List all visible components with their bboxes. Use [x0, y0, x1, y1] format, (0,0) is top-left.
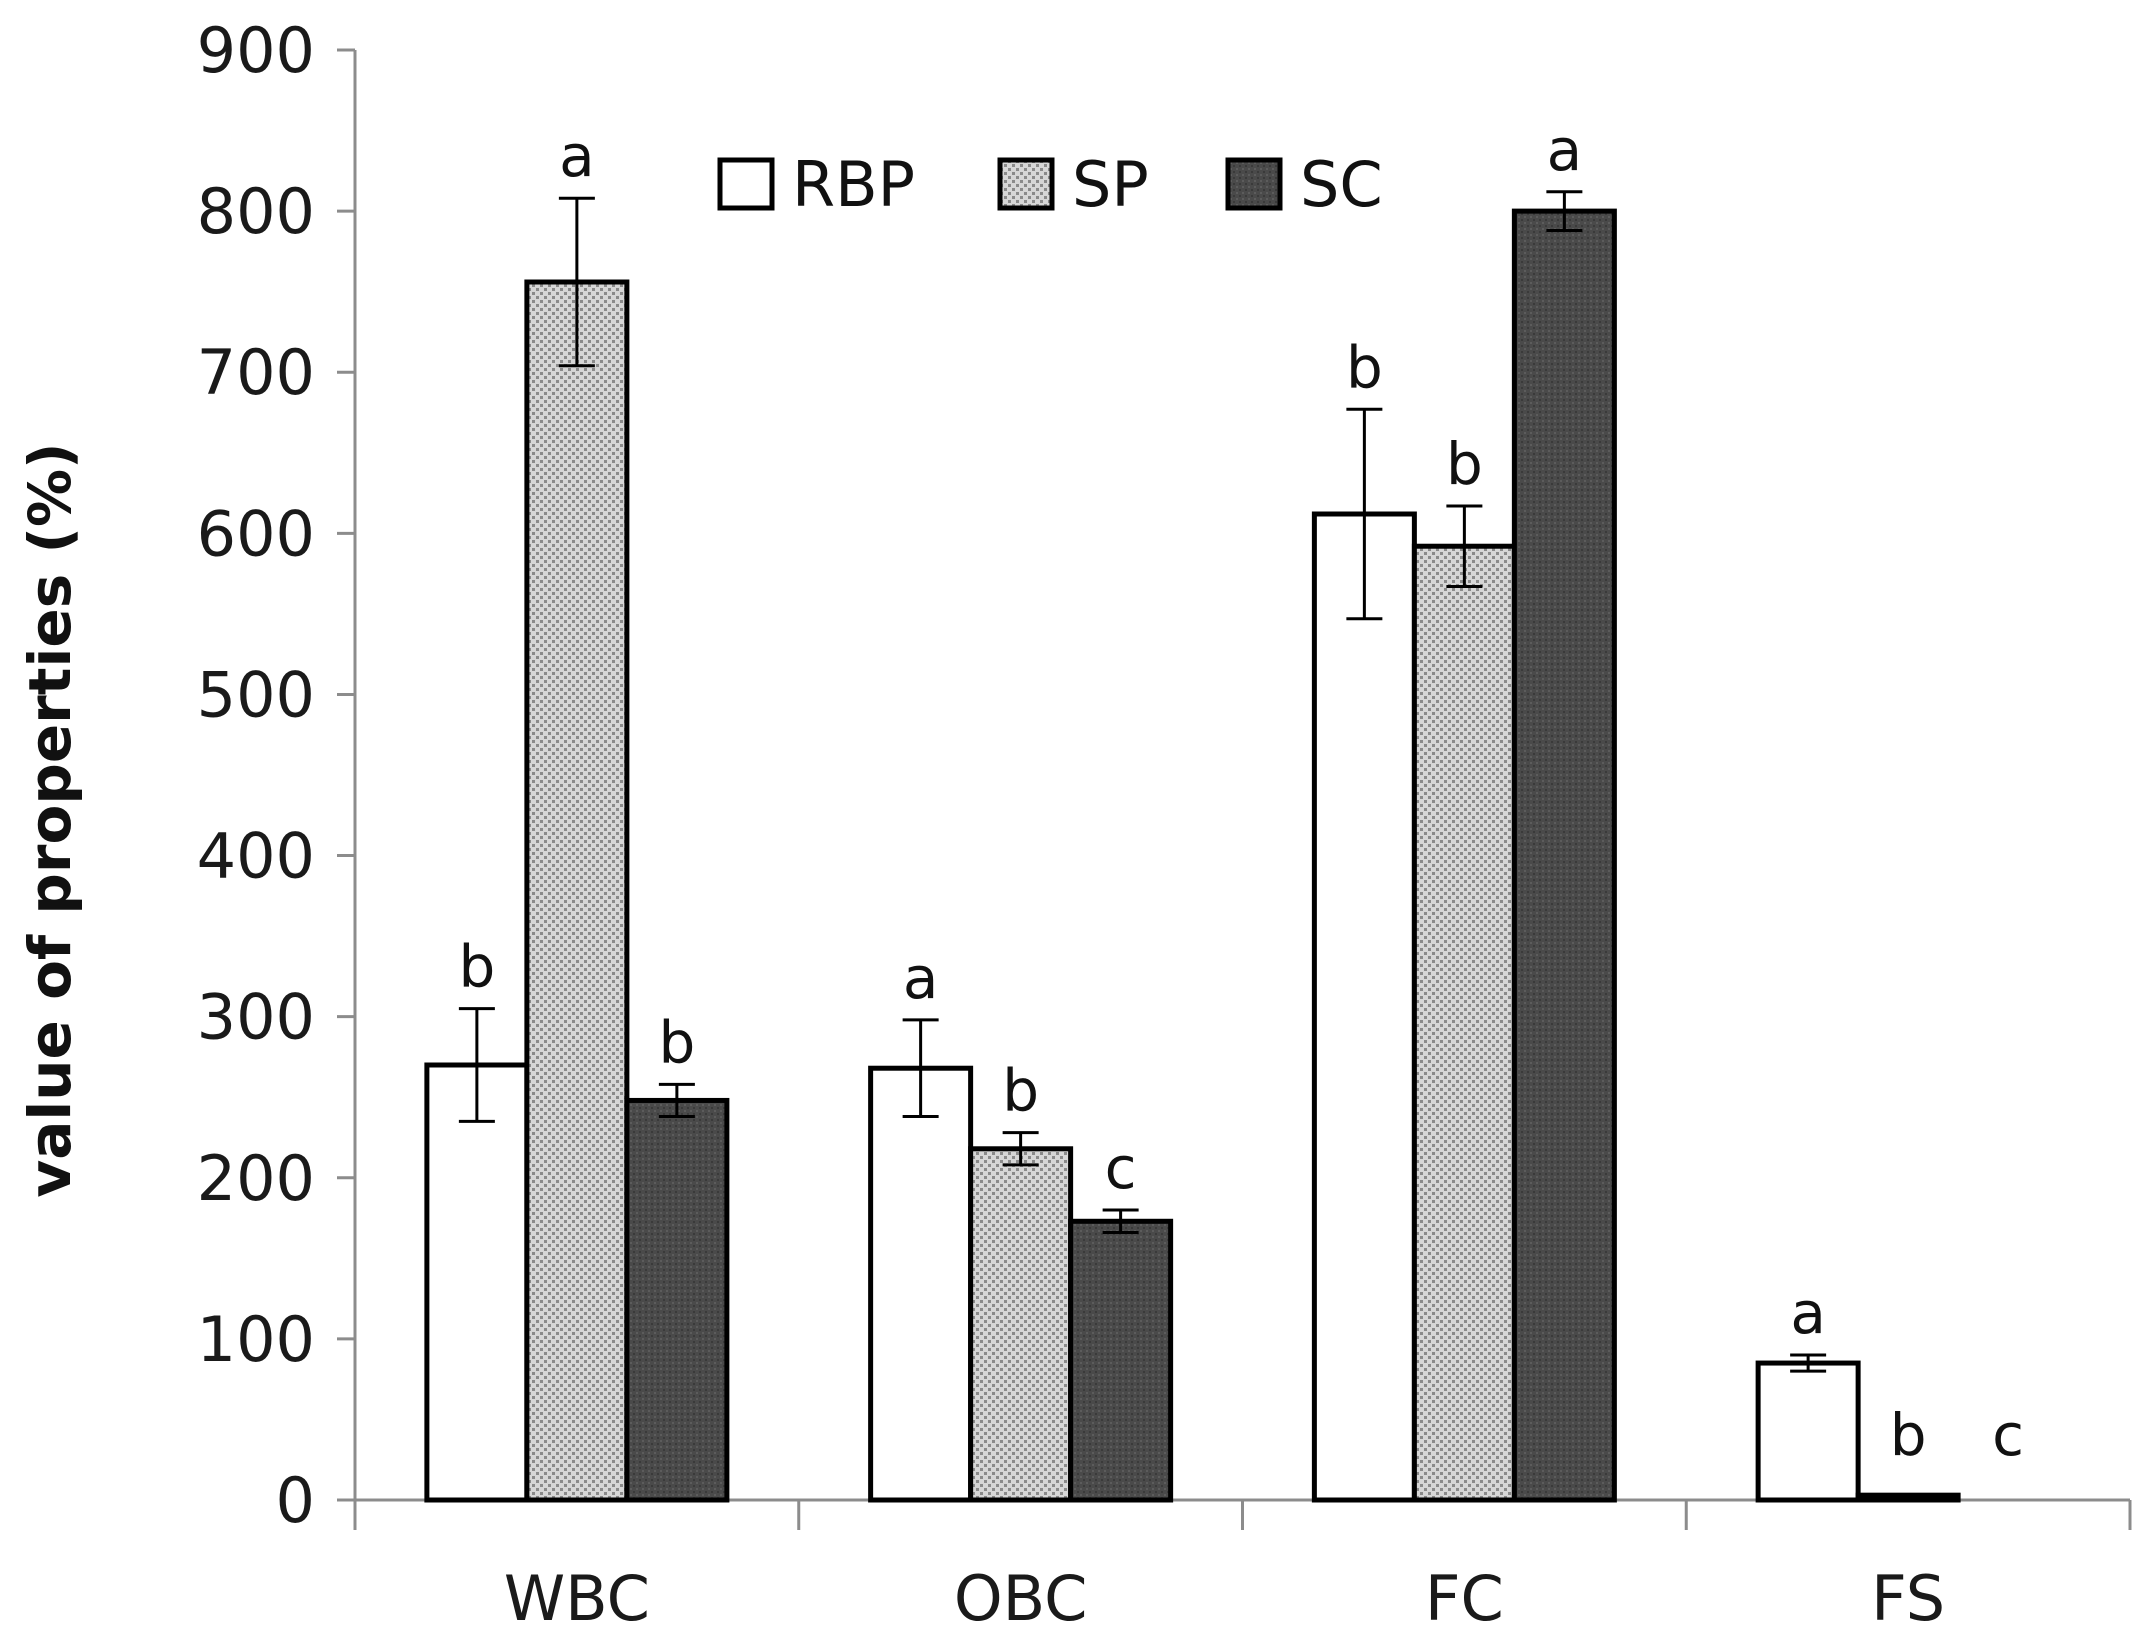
y-axis-title: value of properties (%): [16, 442, 84, 1197]
legend-label-sp: SP: [1072, 148, 1149, 221]
y-ticks: 0 100 200 300 400 500 600 700 800 900: [197, 14, 355, 1537]
bar-rbp-wbc: [424, 1062, 530, 1503]
bar-sp-wbc: [524, 279, 630, 1503]
bar-sc-wbc: [624, 1097, 730, 1503]
significance-label-sp-fc: b: [1446, 430, 1483, 498]
y-tick-label: 200: [197, 1142, 315, 1215]
legend-swatch-sp: [997, 157, 1055, 211]
bar-rbp-fc: [1311, 511, 1417, 1503]
legend-label-rbp: RBP: [792, 148, 915, 221]
category-label-fs: FS: [1871, 1562, 1945, 1635]
significance-label-rbp-obc: a: [903, 944, 939, 1012]
category-label-obc: OBC: [954, 1562, 1088, 1635]
y-tick-label: 100: [197, 1303, 315, 1376]
significance-label-rbp-fc: b: [1346, 333, 1383, 401]
significance-label-sp-wbc: a: [559, 122, 595, 190]
x-ticks: [353, 1500, 2132, 1530]
legend-label-sc: SC: [1300, 148, 1383, 221]
significance-label-sc-fs: c: [1992, 1401, 2024, 1469]
y-tick-label: 500: [197, 658, 315, 731]
bar-sc-obc: [1068, 1218, 1174, 1503]
y-tick-label: 300: [197, 981, 315, 1054]
bar-sp-obc: [968, 1146, 1074, 1503]
legend-swatch-rbp: [717, 157, 775, 211]
y-tick-label: 800: [197, 175, 315, 248]
bar-sp-fs: [1855, 1492, 1961, 1503]
category-labels: WBC OBC FC FS: [504, 1562, 1945, 1635]
significance-label-sc-wbc: b: [658, 1008, 695, 1076]
significance-label-sc-obc: c: [1105, 1134, 1137, 1202]
y-tick-label: 400: [197, 820, 315, 893]
category-label-fc: FC: [1425, 1562, 1504, 1635]
legend: RBP SP SC: [717, 148, 1383, 221]
y-tick-label: 900: [197, 14, 315, 87]
y-tick-label: 0: [276, 1464, 315, 1537]
bar-rbp-fs: [1755, 1360, 1861, 1503]
bars: [424, 208, 1961, 1503]
significance-label-sp-obc: b: [1002, 1057, 1039, 1125]
bar-sc-fc: [1511, 208, 1617, 1503]
y-tick-label: 700: [197, 336, 315, 409]
legend-swatch-sc: [1225, 157, 1283, 211]
significance-label-sc-fc: a: [1547, 116, 1583, 184]
significance-label-rbp-fs: a: [1790, 1279, 1826, 1347]
bar-rbp-obc: [868, 1065, 974, 1503]
y-tick-label: 600: [197, 497, 315, 570]
error-bars: [458, 190, 1827, 1373]
significance-label-sp-fs: b: [1890, 1401, 1927, 1469]
category-label-wbc: WBC: [504, 1562, 650, 1635]
bar-sp-fc: [1411, 543, 1517, 1503]
significance-label-rbp-wbc: b: [458, 933, 495, 1001]
